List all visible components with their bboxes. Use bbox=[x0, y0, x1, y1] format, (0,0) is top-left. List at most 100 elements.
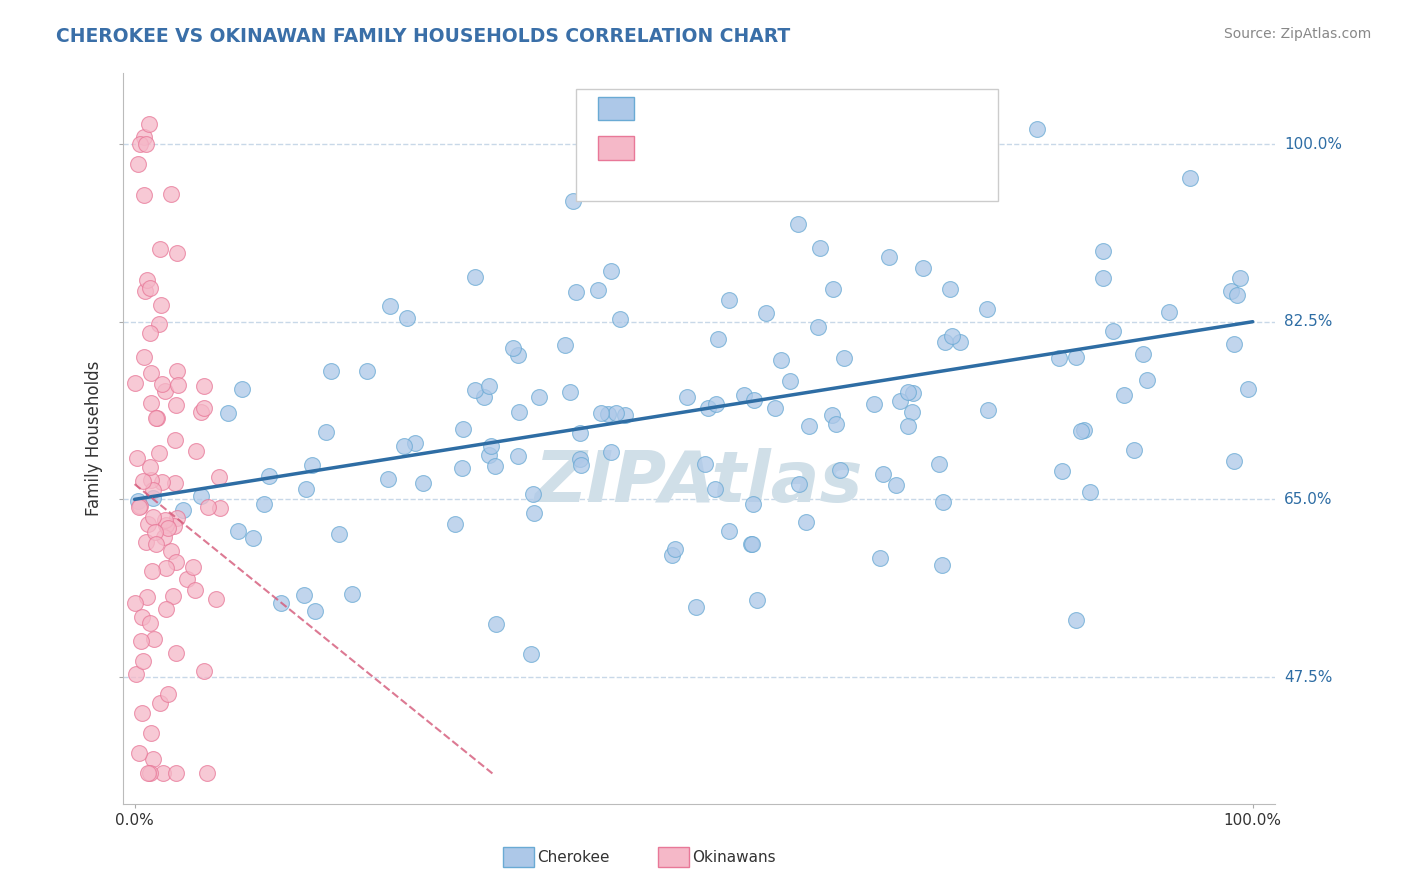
Point bbox=[472, 390, 495, 404]
Point bbox=[378, 299, 401, 313]
Point bbox=[733, 388, 755, 402]
Point bbox=[166, 246, 188, 260]
Point bbox=[1132, 346, 1154, 360]
Text: 47.5%: 47.5% bbox=[1284, 670, 1333, 684]
Point bbox=[134, 350, 156, 364]
Point bbox=[558, 384, 581, 399]
Point bbox=[165, 766, 187, 780]
Point bbox=[217, 406, 239, 420]
Point bbox=[1223, 454, 1246, 468]
Point bbox=[522, 487, 544, 501]
Point bbox=[142, 752, 165, 766]
Point bbox=[807, 320, 830, 334]
Point bbox=[903, 385, 925, 400]
Point bbox=[779, 374, 801, 388]
Point bbox=[328, 527, 350, 541]
Point bbox=[128, 746, 150, 760]
Point bbox=[138, 615, 160, 630]
Point bbox=[1180, 171, 1202, 186]
Point bbox=[127, 493, 149, 508]
Point bbox=[704, 397, 727, 411]
Point bbox=[478, 448, 501, 462]
Text: Cherokee: Cherokee bbox=[537, 850, 610, 864]
Point bbox=[502, 341, 524, 355]
Point bbox=[744, 392, 766, 407]
Point bbox=[132, 475, 155, 489]
Point bbox=[519, 647, 541, 661]
Point bbox=[614, 409, 637, 423]
Point bbox=[484, 459, 506, 474]
Point bbox=[132, 129, 155, 144]
Text: 65.0%: 65.0% bbox=[1284, 491, 1333, 507]
Text: 100.0%: 100.0% bbox=[1284, 136, 1343, 152]
Point bbox=[124, 596, 146, 610]
Point bbox=[1102, 324, 1125, 338]
Point bbox=[259, 469, 281, 483]
Point bbox=[165, 398, 187, 412]
Point bbox=[304, 604, 326, 618]
Point bbox=[787, 477, 810, 491]
Point bbox=[141, 564, 163, 578]
Point bbox=[704, 482, 727, 496]
Point bbox=[165, 555, 187, 569]
Point bbox=[132, 654, 155, 668]
Point bbox=[1066, 613, 1088, 627]
Point bbox=[1070, 424, 1092, 438]
Point bbox=[135, 534, 157, 549]
Point bbox=[184, 583, 207, 598]
Point bbox=[131, 609, 153, 624]
Point bbox=[176, 572, 198, 586]
Point bbox=[695, 457, 717, 471]
Point bbox=[172, 503, 194, 517]
Point bbox=[193, 379, 215, 393]
Point bbox=[941, 329, 963, 343]
Point bbox=[141, 366, 163, 380]
Point bbox=[139, 281, 162, 295]
Point bbox=[148, 318, 170, 332]
Point bbox=[1091, 244, 1114, 259]
Point bbox=[315, 425, 337, 440]
Point bbox=[160, 187, 183, 202]
Point bbox=[605, 407, 627, 421]
Point bbox=[554, 338, 576, 352]
Point bbox=[270, 596, 292, 610]
Point bbox=[697, 401, 720, 415]
Point bbox=[1122, 443, 1144, 458]
Point bbox=[145, 410, 167, 425]
Point bbox=[136, 766, 159, 780]
Y-axis label: Family Households: Family Households bbox=[86, 360, 103, 516]
Point bbox=[186, 443, 208, 458]
Point bbox=[911, 261, 934, 276]
Point bbox=[932, 495, 955, 509]
Point bbox=[742, 497, 765, 511]
Point bbox=[319, 364, 342, 378]
Point bbox=[485, 616, 508, 631]
Point bbox=[464, 270, 486, 285]
Point bbox=[450, 461, 472, 475]
Point bbox=[294, 482, 316, 496]
Point bbox=[156, 521, 179, 535]
Point bbox=[152, 766, 174, 780]
Point bbox=[869, 551, 891, 566]
Point bbox=[166, 378, 188, 392]
Point bbox=[527, 390, 550, 404]
Point bbox=[977, 403, 1000, 417]
Point bbox=[1220, 285, 1243, 299]
Point bbox=[412, 476, 434, 491]
Point bbox=[139, 396, 162, 410]
Point bbox=[165, 433, 187, 447]
Point bbox=[1050, 464, 1073, 478]
Point bbox=[141, 726, 163, 740]
Point bbox=[931, 558, 953, 572]
Point bbox=[197, 500, 219, 515]
Point bbox=[162, 589, 184, 603]
Point bbox=[443, 517, 465, 532]
Point bbox=[825, 417, 848, 432]
Point bbox=[797, 418, 820, 433]
Point bbox=[821, 409, 844, 423]
Point bbox=[149, 297, 172, 311]
Point bbox=[153, 530, 176, 544]
Point bbox=[155, 602, 177, 616]
Point bbox=[163, 519, 186, 533]
Point bbox=[508, 405, 530, 419]
